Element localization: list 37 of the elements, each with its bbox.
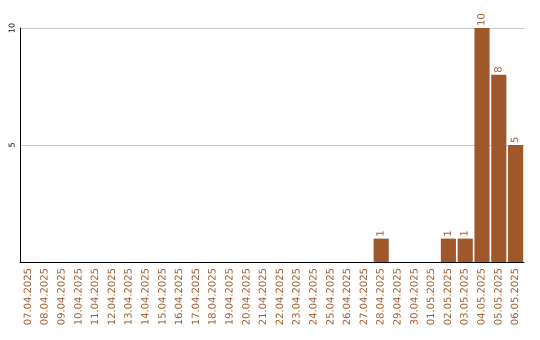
x-tick-label: 22.04.2025	[274, 268, 286, 326]
data-label: 5	[510, 136, 522, 143]
x-tick-label: 08.04.2025	[40, 268, 51, 326]
x-tick-label: 17.04.2025	[190, 268, 202, 326]
data-label: 8	[493, 66, 504, 73]
x-tick-label: 09.04.2025	[56, 268, 68, 326]
x-tick-label: 19.04.2025	[224, 268, 236, 326]
x-tick-label: 24.04.2025	[308, 268, 320, 326]
x-tick-label: 20.04.2025	[241, 268, 252, 326]
x-tick-label: 05.05.2025	[493, 268, 504, 326]
bar	[374, 238, 389, 262]
x-tick-label: 13.04.2025	[124, 268, 135, 326]
x-tick-label: 26.04.2025	[342, 268, 354, 326]
x-tick-label: 11.04.2025	[90, 268, 102, 326]
data-label: 10	[476, 13, 488, 26]
x-tick-label: 03.05.2025	[460, 268, 471, 326]
x-tick-label: 27.04.2025	[358, 268, 370, 326]
data-label: 1	[460, 230, 471, 237]
x-tick-label: 01.05.2025	[426, 268, 438, 326]
x-tick-label: 14.04.2025	[140, 268, 152, 326]
x-tick-label: 07.04.2025	[22, 268, 34, 326]
data-label: 1	[376, 230, 387, 237]
x-tick-label: 02.05.2025	[442, 268, 454, 326]
x-tick-label: 06.05.2025	[510, 268, 522, 326]
x-tick-label: 30.04.2025	[409, 268, 420, 326]
x-tick-label: 12.04.2025	[106, 268, 118, 326]
x-tick-label: 25.04.2025	[325, 268, 336, 326]
data-label: 1	[442, 230, 454, 237]
x-tick-label: 28.04.2025	[376, 268, 387, 326]
x-tick-label: 04.05.2025	[476, 268, 488, 326]
x-tick-label: 29.04.2025	[392, 268, 404, 326]
x-tick-label: 18.04.2025	[208, 268, 219, 326]
x-tick-label: 23.04.2025	[292, 268, 303, 326]
x-tick-label: 15.04.2025	[157, 268, 168, 326]
x-tick-label: 10.04.2025	[73, 268, 84, 326]
x-tick-label: 21.04.2025	[258, 268, 270, 326]
x-tick-label: 16.04.2025	[174, 268, 186, 326]
